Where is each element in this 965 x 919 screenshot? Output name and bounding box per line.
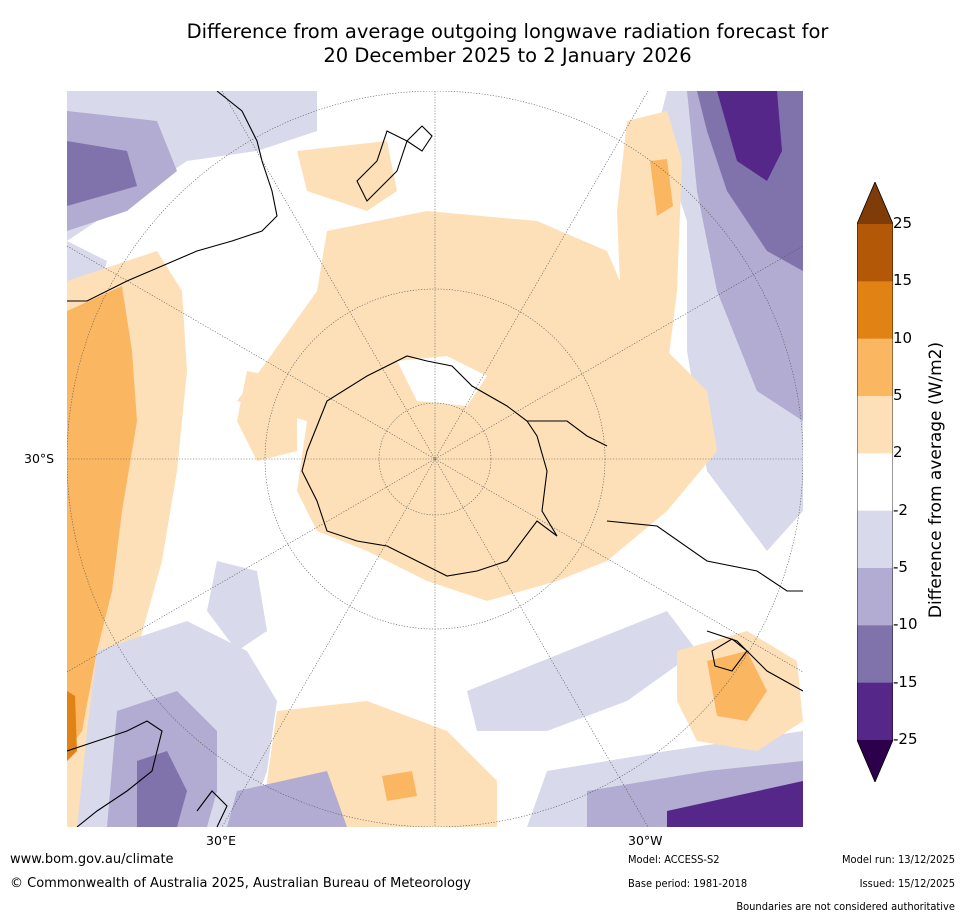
- coast-peninsula: [527, 420, 608, 447]
- colorbar-tick-label: -5: [893, 558, 908, 576]
- colorbar-segment: [857, 510, 893, 569]
- footer-disclaimer: Boundaries are not considered authoritat…: [736, 900, 955, 913]
- footer-model: Model: ACCESS-S2: [628, 853, 720, 866]
- anomaly-neg-aus-south-strong: [667, 781, 803, 827]
- footer-base-period: Base period: 1981-2018: [628, 877, 748, 890]
- anomaly-neg-africa-strong: [137, 751, 187, 827]
- anomaly-neg-sw-indian: [207, 561, 267, 651]
- coastlines: [67, 91, 803, 827]
- colorbar-tick-label: -10: [893, 615, 918, 634]
- footer-website: www.bom.gov.au/climate: [10, 852, 174, 867]
- colorbar: [857, 182, 893, 782]
- coast-australia-east: [706, 630, 803, 692]
- coast-tasmania: [711, 638, 748, 672]
- colorbar-tick-label: 10: [893, 328, 913, 347]
- coast-africa: [67, 720, 163, 827]
- graticule: [67, 91, 803, 827]
- colorbar-segment: [857, 453, 893, 512]
- longitude-label-30e: 30°E: [206, 833, 237, 848]
- anomaly-pos-atlantic-strong: [67, 691, 77, 761]
- colorbar-cap-bottom: [857, 740, 893, 782]
- footer-model-run: Model run: 13/12/2025: [842, 853, 955, 866]
- colorbar-tick-label: 15: [893, 271, 913, 290]
- latitude-label-30s: 30°S: [24, 451, 55, 466]
- colorbar-segment: [857, 625, 893, 684]
- colorbar-tick-label: 2: [893, 443, 903, 462]
- colorbar-tick-label: -25: [893, 730, 918, 748]
- colorbar-tick-label: -15: [893, 672, 918, 691]
- footer-issued: Issued: 15/12/2025: [859, 877, 955, 890]
- anomaly-neg-indian-south: [227, 771, 347, 827]
- chart-title: Difference from average outgoing longwav…: [100, 20, 915, 68]
- coast-south-america: [67, 91, 278, 302]
- colorbar-cap-top: [857, 182, 893, 224]
- coast-antarctica: [301, 355, 558, 577]
- anomaly-white-hole: [397, 356, 487, 406]
- colorbar-segment: [857, 396, 893, 454]
- anomaly-neg-pacific-band: [467, 611, 697, 731]
- coast-australia: [606, 520, 803, 592]
- colorbar-title: Difference from average (W/m2): [926, 341, 946, 619]
- longitude-label-30w: 30°W: [628, 833, 663, 848]
- anomaly-pos-central-pacific: [297, 141, 397, 211]
- title-line-1: Difference from average outgoing longwav…: [186, 20, 829, 43]
- footer-copyright: © Commonwealth of Australia 2025, Austra…: [10, 876, 471, 891]
- colorbar-segment: [857, 338, 893, 397]
- colorbar-segment: [857, 281, 893, 340]
- anomaly-neg-west-strong: [67, 141, 137, 206]
- coast-madagascar: [196, 790, 228, 827]
- map-panel: [67, 91, 803, 827]
- title-line-2: 20 December 2025 to 2 January 2026: [323, 44, 692, 67]
- colorbar-segment: [857, 568, 893, 626]
- colorbar-segment: [857, 224, 893, 282]
- anomaly-pos-atlantic-mid: [67, 286, 137, 751]
- anomaly-pos-nz-core: [650, 159, 673, 216]
- anomaly-pos-indian-mid: [382, 771, 417, 801]
- anomaly-pos-antarctica: [237, 211, 717, 601]
- coast-nz-north: [406, 125, 433, 152]
- coast-new-zealand: [356, 130, 408, 202]
- colorbar-tick-label: 5: [893, 386, 903, 404]
- colorbar-tick-label: 25: [893, 214, 913, 232]
- colorbar-tick-label: -2: [893, 500, 908, 519]
- anomaly-neg-pacific-max: [717, 91, 782, 181]
- colorbar-segment: [857, 682, 893, 741]
- anomaly-pos-weddell: [237, 371, 297, 461]
